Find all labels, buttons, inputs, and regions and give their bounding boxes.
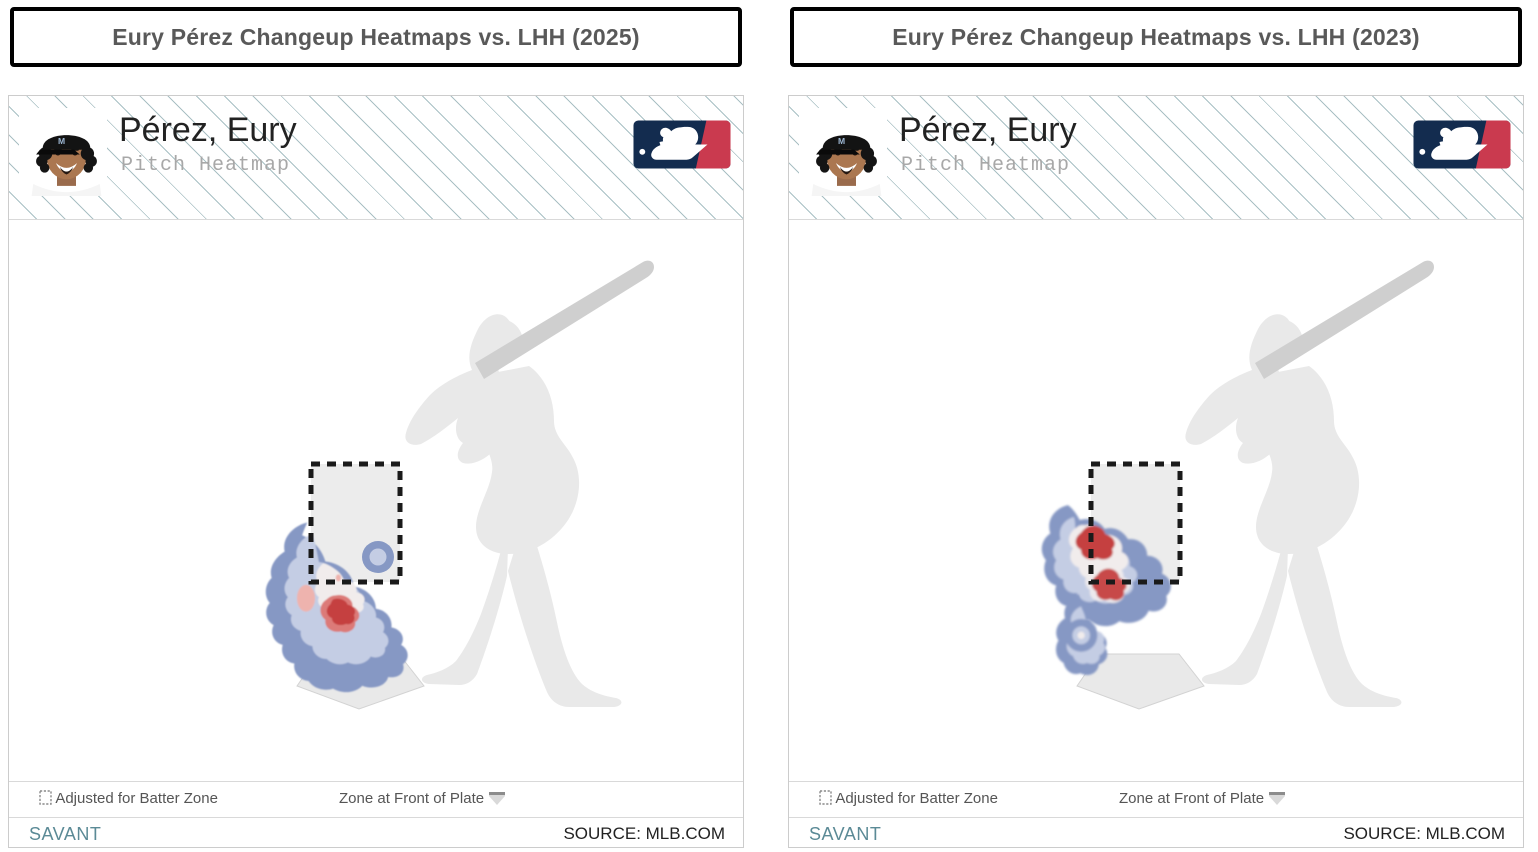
svg-text:M: M — [838, 136, 845, 146]
svg-text:M: M — [58, 136, 65, 146]
